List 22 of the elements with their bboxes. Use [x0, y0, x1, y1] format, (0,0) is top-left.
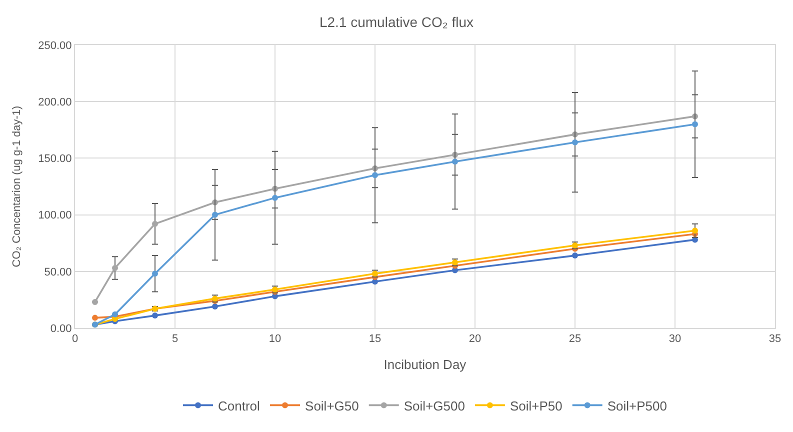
x-tick-label: 10 [268, 333, 282, 346]
x-tick-label: 0 [72, 333, 78, 346]
legend-label: Soil+P500 [607, 398, 667, 414]
y-tick-label: 0.00 [50, 322, 72, 335]
legend-label: Soil+P50 [510, 398, 562, 414]
legend-label: Control [218, 398, 260, 414]
chart-title: L2.1 cumulative CO₂ flux [319, 14, 474, 30]
y-axis-title: CO₂ Concentarion (ug g-1 day-1) [10, 106, 23, 268]
x-axis-title: Incibution Day [384, 356, 467, 372]
x-tick-label: 15 [368, 333, 382, 346]
y-tick-label: 100.00 [38, 210, 72, 222]
y-tick-label: 250.00 [38, 40, 72, 52]
legend-label: Soil+G500 [404, 398, 465, 414]
legend-label: Soil+G50 [305, 398, 359, 414]
x-tick-label: 5 [172, 333, 178, 346]
x-tick-label: 20 [468, 333, 482, 346]
y-tick-label: 200.00 [38, 96, 72, 108]
x-tick-label: 35 [768, 333, 782, 346]
y-tick-label: 50.00 [44, 266, 72, 278]
x-tick-label: 30 [668, 333, 682, 346]
x-tick-label: 25 [568, 333, 582, 346]
y-tick-label: 150.00 [38, 153, 72, 166]
